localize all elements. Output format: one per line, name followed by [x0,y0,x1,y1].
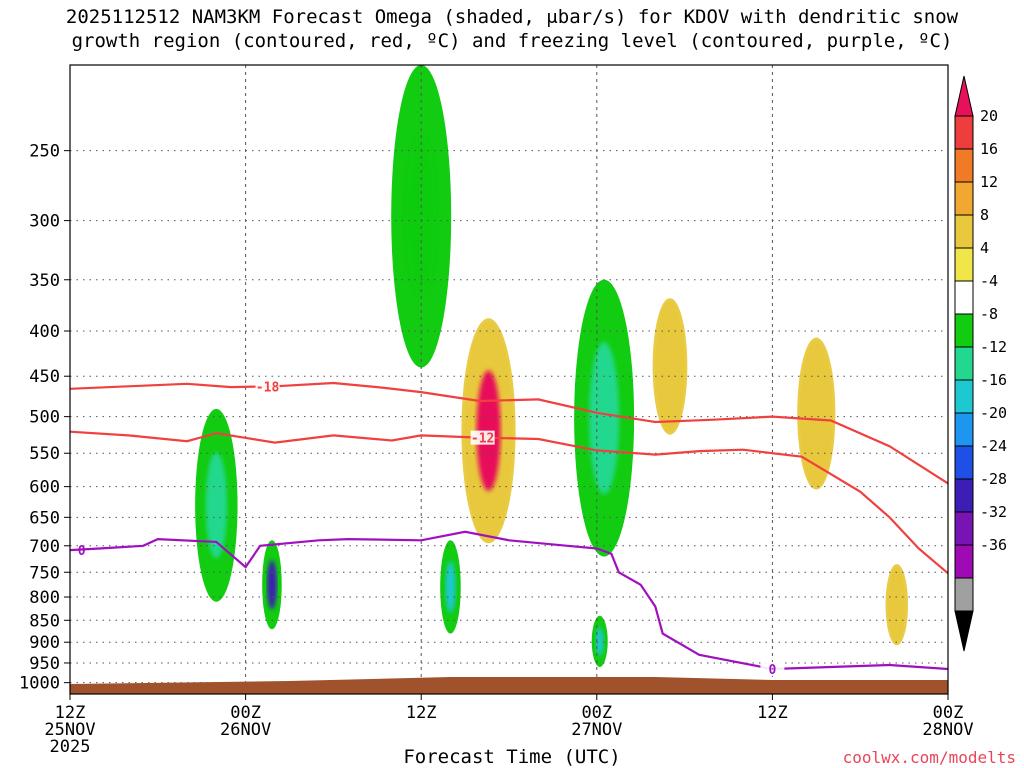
colorbar-box-6 [954,280,974,315]
omega-feature-core-11 [892,584,901,626]
x-tick-label-36-0: 00Z [581,703,612,723]
colorbar-bottom-arrow [954,610,974,652]
colorbar-box-7 [954,313,974,348]
y-tick-label-700: 700 [29,537,60,557]
y-tick-label-250: 250 [29,142,60,162]
chart-title-line2: growth region (contoured, red, ºC) and f… [71,30,953,52]
contour-label-bg-1 [470,430,495,445]
terrain-fill [70,677,948,694]
colorbar-box-11 [954,445,974,480]
contour-2 [70,530,948,671]
colorbar-label-2: 12 [980,173,998,191]
y-tick-label-400: 400 [29,322,60,342]
colorbar-label-5: -4 [980,272,998,290]
contour-label-2: 0 [768,663,776,678]
colorbar-label-11: -28 [980,470,1007,488]
x-tick-label-60-1: 28NOV [922,720,973,740]
credit-link[interactable]: coolwx.com/modelts [842,748,1016,767]
omega-feature-core-3 [267,560,277,610]
plot-frame [69,64,949,695]
y-tick-label-950: 950 [29,654,60,674]
colorbar-box-3 [954,181,974,216]
y-tick-label-1000: 1000 [19,674,60,694]
colorbar-box-13 [954,511,974,546]
y-tick-label-450: 450 [29,367,60,387]
colorbar-box-12 [954,478,974,513]
colorbar-label-7: -12 [980,338,1007,356]
omega-feature-core-7 [589,342,620,495]
y-tick-label-650: 650 [29,508,60,528]
colorbar-box-5 [954,247,974,282]
omega-feature-core-5 [445,561,456,613]
y-tick-label-550: 550 [29,444,60,464]
omega-feature-core-8 [595,627,604,656]
x-tick-label-60-0: 00Z [933,703,964,723]
x-tick-label-24-0: 12Z [406,703,437,723]
y-tick-label-350: 350 [29,271,60,291]
omega-feature-core-10 [808,373,825,454]
x-tick-label-12-1: 26NOV [220,720,271,740]
x-tick-label-12-0: 00Z [230,703,261,723]
y-tick-label-900: 900 [29,633,60,653]
colorbar-box-15 [954,577,974,612]
colorbar: 20 16 12 8 4 -4 -8 -12 -16 -20 -24 -28 -32 -36 [954,75,1007,652]
contour-label-bg-0 [255,379,280,394]
colorbar-label-13: -36 [980,536,1007,554]
omega-feature-core-2 [205,452,227,559]
contour-label-0c-start: 0 [78,544,86,559]
y-tick-label-600: 600 [29,478,60,498]
colorbar-top-arrow [954,75,974,117]
y-axis-ticks: 2503003504004505005506006507007508008509… [19,142,70,694]
omega-shading [97,65,909,670]
contour-label-bg-2 [760,661,785,676]
colorbar-label-12: -32 [980,503,1007,521]
colorbar-box-4 [954,214,974,249]
x-axis-label: Forecast Time (UTC) [403,746,621,768]
colorbar-label-4: 4 [980,239,989,257]
colorbar-label-0: 20 [980,107,998,125]
contour-label-1: -12 [471,432,494,447]
colorbar-box-2 [954,148,974,183]
contour-0 [70,381,948,485]
colorbar-box-9 [954,379,974,414]
y-tick-label-500: 500 [29,408,60,428]
colorbar-label-6: -8 [980,305,998,323]
terrain-band [70,677,948,694]
contour-1 [70,430,948,575]
chart-title-line1: 2025112512 NAM3KM Forecast Omega (shaded… [65,6,959,28]
y-tick-label-750: 750 [29,563,60,583]
colorbar-label-10: -24 [980,437,1007,455]
colorbar-label-3: 8 [980,206,989,224]
x-tick-label-0-0: 12Z [55,703,86,723]
x-tick-label-48-0: 12Z [757,703,788,723]
colorbar-box-1 [954,115,974,150]
omega-feature-core-4 [406,133,437,300]
omega-feature-core-0 [113,227,141,362]
colorbar-label-8: -16 [980,371,1007,389]
contour-label-0: -18 [256,380,280,395]
x-tick-label-36-1: 27NOV [571,720,622,740]
colorbar-box-10 [954,412,974,447]
colorbar-label-1: 16 [980,140,998,158]
y-tick-label-800: 800 [29,588,60,608]
x-tick-label-0-2: 2025 [50,737,91,757]
omega-feature-core-1 [205,132,214,167]
colorbar-box-8 [954,346,974,381]
contour-lines: -18 -12 0 0 [70,379,948,678]
omega-feature-core-9 [662,330,678,403]
colorbar-box-14 [954,544,974,579]
y-tick-label-300: 300 [29,212,60,232]
y-tick-label-850: 850 [29,611,60,631]
x-tick-label-0-1: 25NOV [44,720,95,740]
colorbar-label-9: -20 [980,404,1007,422]
